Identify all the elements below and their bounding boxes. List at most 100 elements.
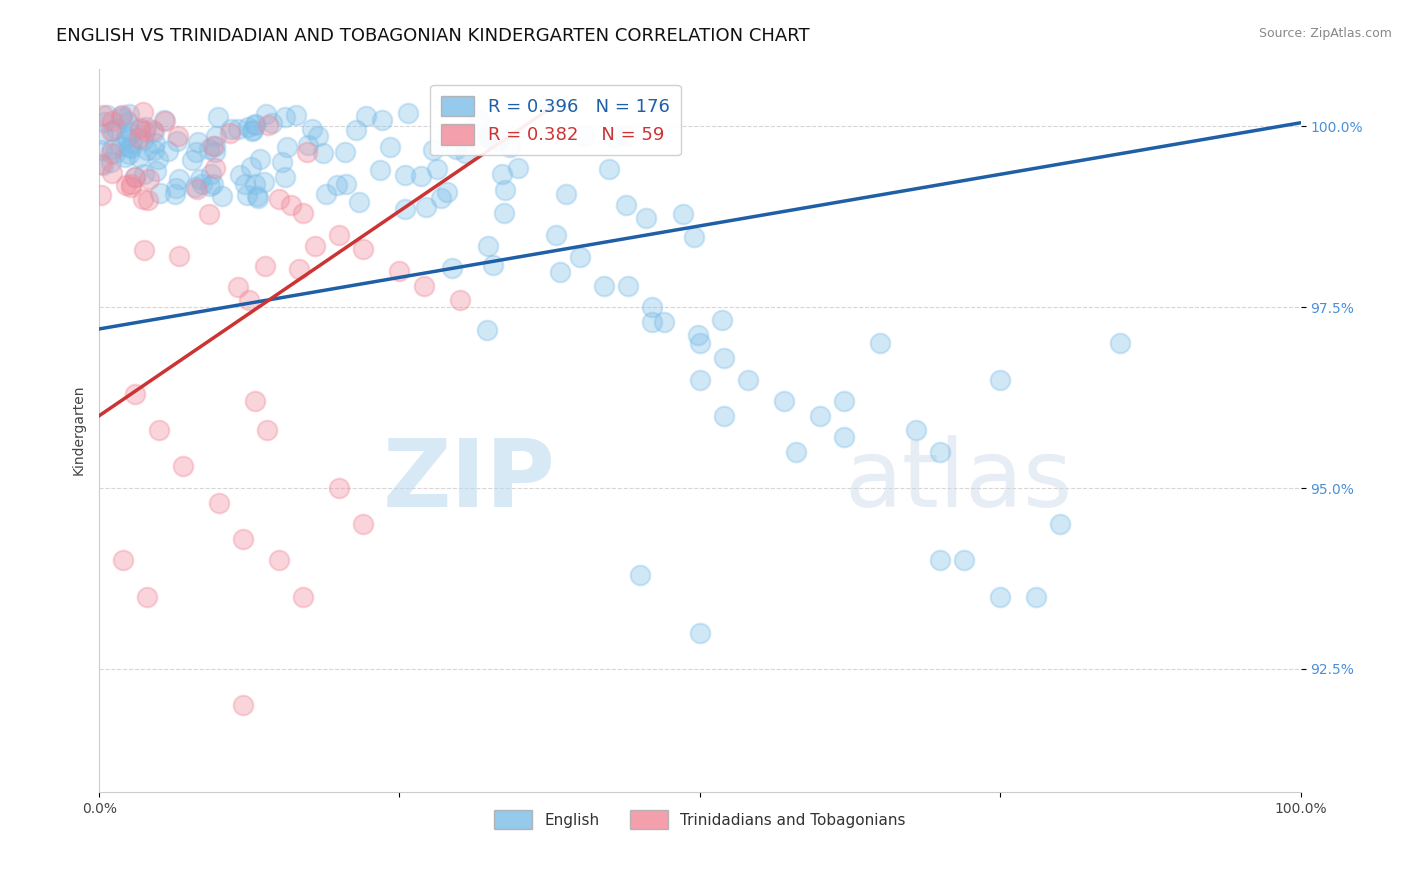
Point [371, 113, 394, 128]
Point [245, 394, 267, 409]
Point [117, 115, 139, 129]
Point [287, 262, 309, 277]
Point [100, 154, 122, 169]
Point [254, 107, 277, 121]
Point [411, 169, 433, 183]
Point [988, 373, 1011, 387]
Point [121, 140, 143, 154]
Point [132, 243, 155, 257]
Point [245, 177, 267, 191]
Point [167, 249, 190, 263]
Point [101, 113, 124, 128]
Point [156, 144, 179, 158]
Point [652, 315, 675, 329]
Point [449, 293, 471, 307]
Point [603, 129, 626, 144]
Point [120, 126, 142, 140]
Point [129, 123, 152, 137]
Text: ENGLISH VS TRINIDADIAN AND TOBAGONIAN KINDERGARTEN CORRELATION CHART: ENGLISH VS TRINIDADIAN AND TOBAGONIAN KI… [56, 27, 810, 45]
Point [446, 142, 468, 156]
Point [249, 152, 271, 166]
Point [785, 445, 807, 459]
Point [713, 351, 735, 365]
Point [198, 178, 221, 193]
Point [219, 121, 242, 136]
Point [292, 206, 315, 220]
Point [257, 118, 280, 132]
Point [280, 198, 302, 212]
Point [368, 163, 391, 178]
Point [93, 127, 115, 141]
Point [671, 207, 693, 221]
Point [808, 409, 831, 423]
Point [574, 129, 596, 144]
Point [202, 177, 225, 191]
Point [953, 553, 976, 567]
Point [689, 373, 711, 387]
Point [1109, 336, 1132, 351]
Point [636, 211, 658, 225]
Point [544, 227, 567, 242]
Point [988, 590, 1011, 604]
Point [713, 409, 735, 423]
Point [492, 206, 515, 220]
Point [478, 130, 501, 145]
Point [711, 313, 734, 327]
Point [145, 164, 167, 178]
Point [686, 328, 709, 343]
Point [270, 155, 292, 169]
Point [143, 136, 166, 150]
Point [568, 250, 591, 264]
Point [153, 112, 176, 127]
Point [115, 128, 138, 143]
Point [285, 107, 308, 121]
Point [481, 259, 503, 273]
Point [614, 198, 637, 212]
Point [312, 146, 335, 161]
Point [112, 553, 135, 567]
Point [555, 186, 578, 201]
Point [207, 110, 229, 124]
Point [202, 139, 225, 153]
Y-axis label: Kindergarten: Kindergarten [72, 385, 86, 475]
Point [436, 186, 458, 200]
Point [616, 129, 638, 144]
Point [155, 114, 177, 128]
Point [256, 423, 278, 437]
Point [929, 553, 952, 567]
Point [142, 143, 165, 157]
Point [238, 293, 260, 307]
Point [468, 112, 491, 127]
Point [491, 168, 513, 182]
Point [135, 120, 157, 134]
Point [260, 115, 283, 129]
Point [243, 119, 266, 133]
Point [184, 180, 207, 194]
Point [204, 161, 226, 176]
Point [292, 590, 315, 604]
Point [592, 278, 614, 293]
Point [226, 280, 249, 294]
Point [124, 169, 146, 184]
Point [200, 167, 222, 181]
Text: atlas: atlas [844, 435, 1073, 527]
Point [333, 145, 356, 159]
Point [243, 117, 266, 131]
Point [242, 122, 264, 136]
Point [477, 239, 499, 253]
Point [101, 166, 124, 180]
Point [120, 178, 142, 192]
Point [186, 145, 208, 159]
Point [117, 107, 139, 121]
Point [128, 130, 150, 145]
Point [352, 517, 374, 532]
Point [90, 188, 112, 202]
Point [773, 394, 796, 409]
Point [328, 227, 350, 242]
Point [167, 172, 190, 186]
Point [100, 145, 122, 160]
Point [269, 192, 291, 206]
Point [131, 133, 153, 147]
Point [166, 134, 188, 148]
Point [641, 300, 664, 314]
